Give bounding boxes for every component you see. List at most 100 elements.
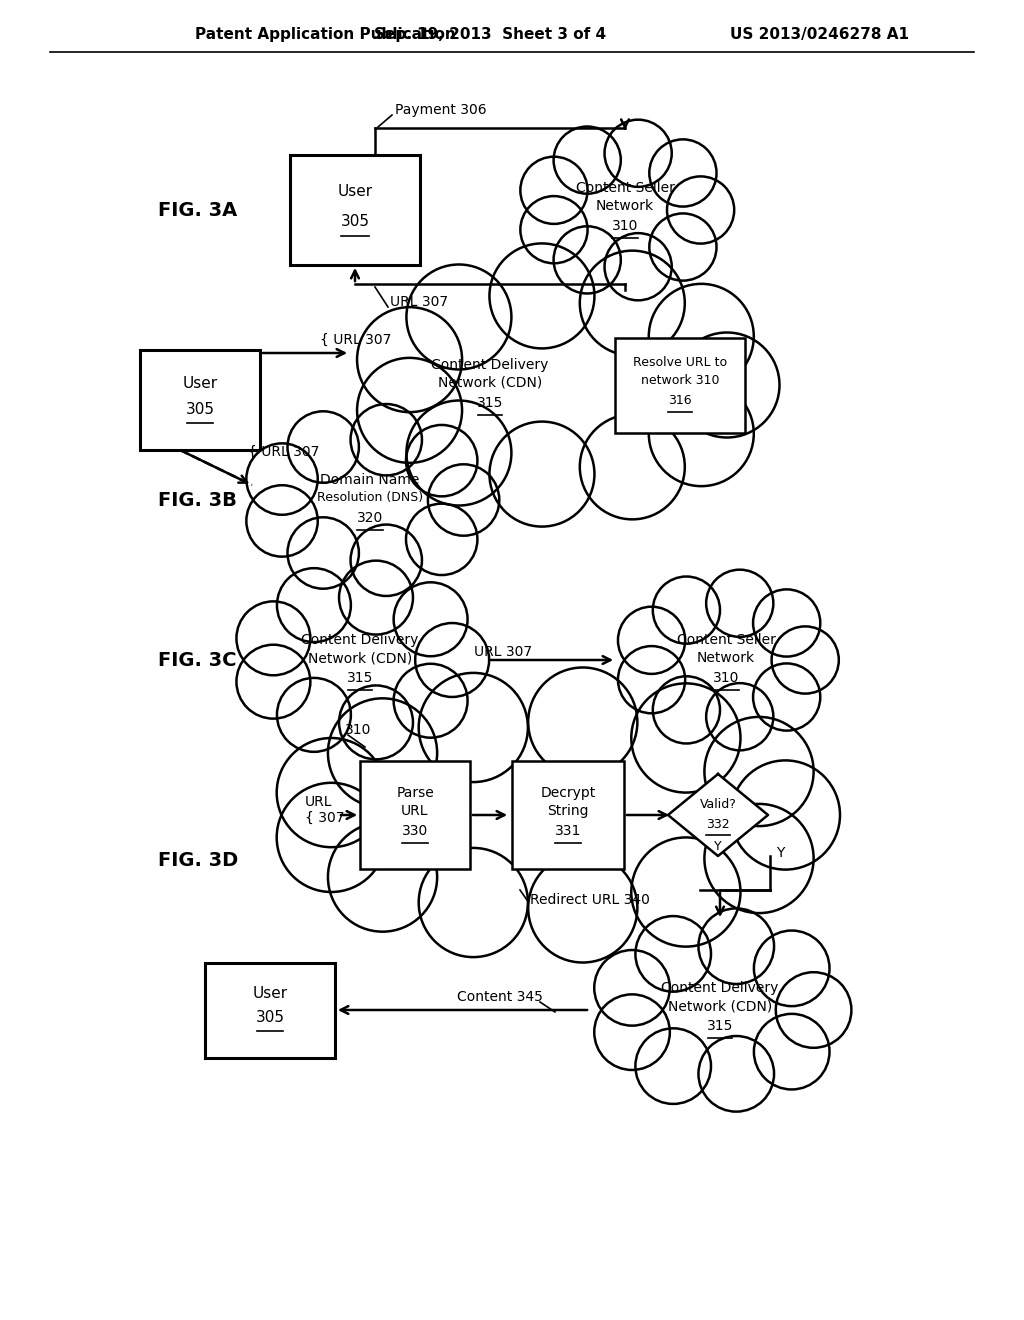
Circle shape <box>705 804 814 913</box>
Text: User: User <box>253 986 288 1002</box>
Circle shape <box>631 837 740 946</box>
Text: FIG. 3D: FIG. 3D <box>158 850 239 870</box>
Text: Resolution (DNS): Resolution (DNS) <box>317 491 423 504</box>
Text: URL: URL <box>305 795 333 809</box>
Text: Network: Network <box>596 199 654 213</box>
Circle shape <box>288 517 358 589</box>
Text: Content 345: Content 345 <box>457 990 543 1005</box>
Circle shape <box>237 644 310 718</box>
Text: Redirect URL 340: Redirect URL 340 <box>530 894 650 907</box>
Text: URL 307: URL 307 <box>474 645 532 659</box>
Circle shape <box>428 465 500 536</box>
Circle shape <box>520 157 588 224</box>
Circle shape <box>649 284 754 389</box>
Circle shape <box>580 414 685 519</box>
Circle shape <box>649 214 717 281</box>
Circle shape <box>419 847 528 957</box>
Circle shape <box>594 994 670 1071</box>
Text: 332: 332 <box>707 818 730 832</box>
Circle shape <box>276 568 351 642</box>
Circle shape <box>406 504 477 576</box>
Ellipse shape <box>640 609 812 711</box>
Circle shape <box>675 333 779 437</box>
Circle shape <box>698 1036 774 1111</box>
Text: Content Seller: Content Seller <box>575 181 675 195</box>
Bar <box>360 762 470 869</box>
Text: Network (CDN): Network (CDN) <box>668 999 772 1012</box>
Bar <box>615 338 745 433</box>
Circle shape <box>419 673 528 781</box>
Text: US 2013/0246278 A1: US 2013/0246278 A1 <box>730 28 909 42</box>
Circle shape <box>276 738 386 847</box>
Text: Network: Network <box>697 651 755 665</box>
Text: { URL 307: { URL 307 <box>248 445 319 459</box>
Text: Content Delivery: Content Delivery <box>662 981 778 995</box>
Text: Valid?: Valid? <box>699 799 736 812</box>
Circle shape <box>276 678 351 752</box>
Circle shape <box>339 561 413 635</box>
Ellipse shape <box>543 158 707 261</box>
Text: Decrypt: Decrypt <box>541 785 596 800</box>
Text: Y: Y <box>776 846 784 861</box>
Text: Y: Y <box>714 841 722 854</box>
Circle shape <box>237 602 310 676</box>
Circle shape <box>754 1014 829 1089</box>
Text: { 307: { 307 <box>305 810 344 825</box>
Ellipse shape <box>305 730 805 899</box>
Text: URL 307: URL 307 <box>390 294 449 309</box>
Text: 305: 305 <box>341 214 370 230</box>
Text: 320: 320 <box>357 511 383 525</box>
Circle shape <box>754 931 829 1006</box>
Circle shape <box>247 444 317 515</box>
Text: 316: 316 <box>669 395 692 408</box>
Circle shape <box>288 412 358 483</box>
Text: Parse: Parse <box>396 785 434 800</box>
Circle shape <box>350 404 422 475</box>
Circle shape <box>653 577 720 644</box>
Circle shape <box>415 623 489 697</box>
Text: String: String <box>547 804 589 818</box>
Circle shape <box>705 717 814 826</box>
Text: 315: 315 <box>477 396 503 411</box>
Circle shape <box>753 664 820 731</box>
Circle shape <box>350 524 422 595</box>
Ellipse shape <box>268 445 471 556</box>
Ellipse shape <box>260 603 460 717</box>
Circle shape <box>276 783 386 892</box>
Text: Sep. 19, 2013  Sheet 3 of 4: Sep. 19, 2013 Sheet 3 of 4 <box>374 28 606 42</box>
Circle shape <box>667 177 734 244</box>
Ellipse shape <box>618 952 821 1068</box>
Circle shape <box>393 582 468 656</box>
Circle shape <box>554 226 621 293</box>
Circle shape <box>328 698 437 808</box>
Text: Content Delivery: Content Delivery <box>431 358 549 372</box>
Circle shape <box>707 570 773 636</box>
Text: Content Delivery: Content Delivery <box>301 634 419 647</box>
Text: Resolve URL to: Resolve URL to <box>633 356 727 370</box>
Circle shape <box>339 685 413 759</box>
Circle shape <box>357 358 462 463</box>
Circle shape <box>407 400 511 506</box>
Circle shape <box>528 668 637 776</box>
Circle shape <box>617 607 685 675</box>
Polygon shape <box>668 774 768 855</box>
Circle shape <box>580 251 685 355</box>
Ellipse shape <box>389 304 740 466</box>
Text: network 310: network 310 <box>641 374 719 387</box>
Circle shape <box>653 676 720 743</box>
Circle shape <box>489 243 595 348</box>
Circle shape <box>594 950 670 1026</box>
Text: FIG. 3C: FIG. 3C <box>158 651 237 669</box>
Text: User: User <box>338 185 373 199</box>
Circle shape <box>554 127 621 194</box>
Text: Payment 306: Payment 306 <box>395 103 486 117</box>
Text: Domain Name: Domain Name <box>321 473 420 487</box>
Text: 310: 310 <box>611 219 638 234</box>
Bar <box>205 962 335 1057</box>
Circle shape <box>393 664 468 738</box>
Circle shape <box>328 822 437 932</box>
Circle shape <box>772 627 839 693</box>
Circle shape <box>617 645 685 713</box>
Text: 330: 330 <box>401 824 428 838</box>
Circle shape <box>528 853 637 962</box>
